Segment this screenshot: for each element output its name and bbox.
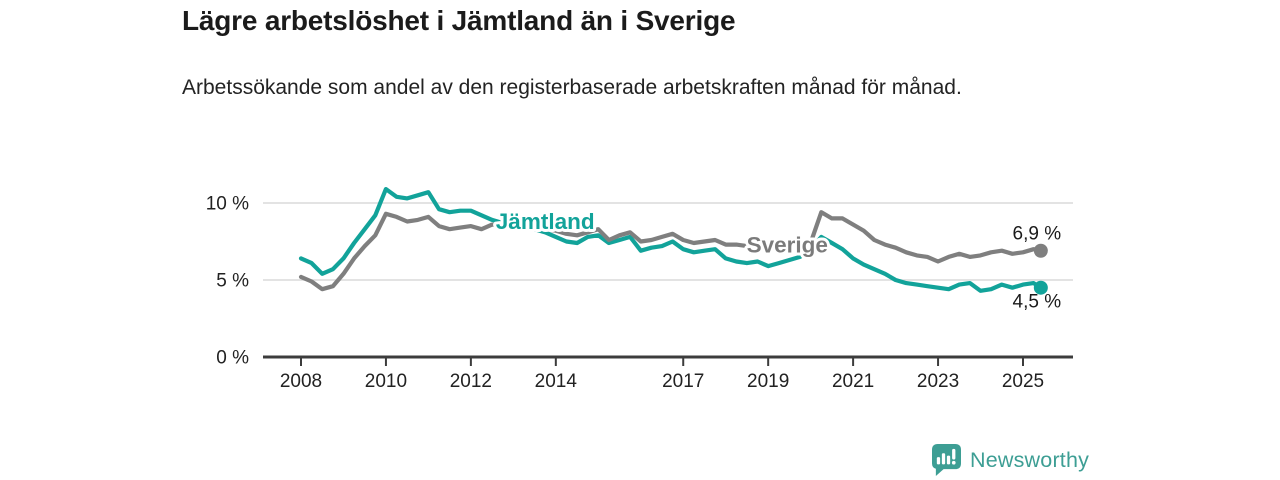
x-axis-tick-label: 2008 [280,371,322,392]
x-axis-tick-label: 2023 [917,371,959,392]
end-dot-sverige [1033,243,1048,258]
end-value-label-sverige: 6,9 % [1013,224,1062,245]
x-axis-tick-label: 2025 [1002,371,1044,392]
series-line-jämtland [298,187,1043,293]
x-axis-tick-label: 2010 [365,371,407,392]
mini-bar-chart-glyph [936,448,956,465]
newsworthy-logo: Newsworthy [932,444,1089,476]
chart-subtitle: Arbetssökande som andel av den registerb… [182,76,962,99]
x-axis-tick-label: 2021 [832,371,874,392]
end-value-label-jämtland: 4,5 % [1013,292,1062,313]
x-axis-tick-label: 2014 [535,371,578,392]
series-label-jämtland: Jämtland [496,209,595,234]
x-axis-tick-label: 2019 [747,371,789,392]
series-label-sverige: Sverige [747,232,828,257]
y-axis-tick-label: 0 % [216,348,249,369]
x-axis-tick-label: 2012 [450,371,492,392]
x-axis-tick-label: 2017 [662,371,704,392]
y-axis-tick-label: 5 % [216,271,249,292]
y-axis-tick-label: 10 % [206,194,249,215]
newsworthy-logo-text: Newsworthy [970,447,1090,472]
newsworthy-logo-icon [932,444,961,476]
series-line-sverige [298,210,1043,292]
end-dot-jämtland [1033,280,1048,295]
speech-bubble-shape [932,444,961,476]
chart-title: Lägre arbetslöshet i Jämtland än i Sveri… [182,5,736,36]
